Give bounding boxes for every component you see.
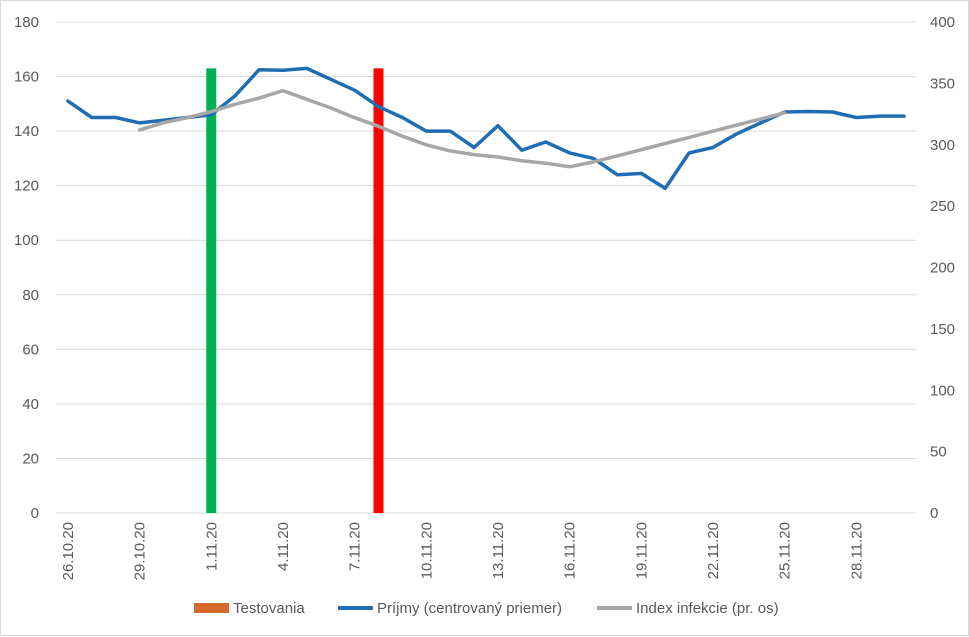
left-axis-tick-label: 120 [14,178,39,195]
x-axis-tick-label: 10.11.20 [418,522,435,579]
legend-swatch-testovania [194,603,229,613]
x-axis-tick-label: 26.10.20 [60,522,77,580]
testovania-bar [373,68,384,513]
x-axis-tick-label: 4.11.20 [275,522,292,571]
event-bars [206,68,384,513]
right-axis-tick-label: 100 [930,382,955,399]
legend-label-index-infekcie: Index infekcie (pr. os) [636,600,779,617]
legend: Testovania Príjmy (centrovaný priemer) Ind… [194,600,779,617]
gridlines [56,21,916,514]
right-axis-tick-label: 300 [930,137,955,154]
left-axis-tick-label: 140 [14,123,39,140]
right-axis-tick-label: 400 [930,14,955,31]
left-axis-tick-label: 100 [14,232,39,249]
left-axis-tick-label: 20 [22,450,39,467]
left-axis-tick-label: 160 [14,69,39,86]
x-axis-tick-label: 16.11.20 [562,522,579,579]
right-axis-tick-label: 50 [930,444,947,461]
left-axis-tick-label: 0 [31,505,39,522]
right-axis-tick-label: 0 [930,505,938,522]
series-line-prijmy [66,66,906,191]
left-axis-tick-label: 40 [22,396,39,413]
right-axis-tick-label: 350 [930,75,955,92]
legend-label-prijmy: Príjmy (centrovaný priemer) [377,600,562,617]
x-axis-tick-label: 22.11.20 [705,522,722,579]
x-axis-ticks: 26.10.20 29.10.20 1.11.20 4.11.20 7.11.20 10.… [60,522,865,580]
left-axis-tick-label: 180 [14,14,39,31]
right-axis-tick-label: 200 [930,260,955,277]
x-axis-tick-label: 1.11.20 [203,522,220,571]
x-axis-tick-label: 7.11.20 [347,522,364,571]
x-axis-tick-label: 25.11.20 [777,522,794,579]
right-axis-tick-label: 250 [930,198,955,215]
right-axis-tick-label: 150 [930,321,955,338]
x-axis-tick-label: 19.11.20 [633,522,650,579]
series-line-index-infekcie [137,88,787,169]
left-axis-tick-label: 80 [22,287,39,304]
right-axis-ticks: 0 50 100 150 200 250 300 350 400 [930,14,955,522]
testovania-bar [206,68,217,513]
legend-label-testovania: Testovania [233,600,305,617]
x-axis-tick-label: 28.11.20 [848,522,865,579]
x-axis-tick-label: 29.10.20 [132,522,149,580]
left-axis-tick-label: 60 [22,341,39,358]
left-axis-ticks: 0 20 40 60 80 100 120 140 160 180 [14,14,39,522]
series-lines [66,66,906,191]
x-axis-tick-label: 13.11.20 [490,522,507,579]
